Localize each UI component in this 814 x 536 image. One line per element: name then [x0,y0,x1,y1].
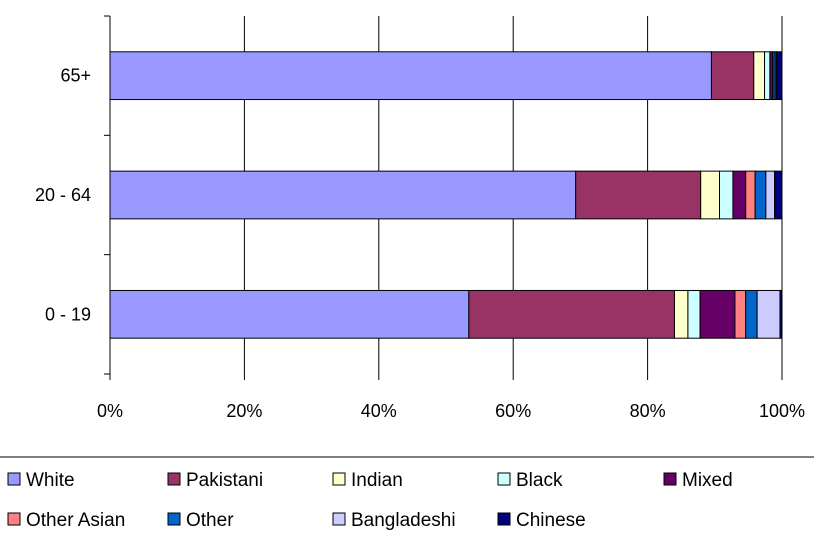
bar-segment [710,51,755,101]
legend-label: Mixed [682,470,733,491]
category-label: 20 - 64 [35,185,91,205]
bar-segment [745,289,758,339]
x-tick-label: 40% [361,401,397,421]
x-tick-label: 60% [495,401,531,421]
bar-segment [109,289,470,339]
legend-label: Chinese [516,510,586,531]
legend-swatch [497,512,511,526]
legend-swatch [497,472,511,486]
legend-label: Other [186,510,234,531]
legend-label: Pakistani [186,470,263,491]
legend-swatch [7,512,21,526]
bar-segment [719,170,734,220]
legend: White Pakistani Indian Black Mixed Other Asia… [0,456,814,531]
bar-segment [109,51,712,101]
bars [109,51,783,339]
legend-swatch [7,472,21,486]
category-label: 0 - 19 [45,304,91,324]
bar-segment [109,170,577,220]
bar-segment [779,289,783,339]
x-tick-label: 80% [630,401,666,421]
bar-segment [673,289,689,339]
legend-swatch [332,472,346,486]
bar-segment [756,289,781,339]
bar-segment [765,170,776,220]
axes: 0% 20% 40% 60% 80% 100% 65+ 20 - 64 0 - 19 [35,15,805,421]
bar-segment [753,51,766,101]
bar-segment [687,289,701,339]
legend-label: Indian [351,470,403,491]
bar-segment [776,51,783,101]
x-tick-label: 20% [226,401,262,421]
legend-label: Black [516,470,563,491]
bar-segment [699,289,736,339]
legend-swatch [663,472,677,486]
category-label: 65+ [60,66,91,86]
legend-label: Bangladeshi [351,510,456,531]
bar-segment [575,170,702,220]
legend-label: Other Asian [26,510,125,531]
legend-swatch [167,512,181,526]
legend-swatch [332,512,346,526]
bar-segment [732,170,747,220]
legend-swatch [167,472,181,486]
bar-segment [774,170,783,220]
x-tick-label: 0% [97,401,123,421]
bar-segment [734,289,747,339]
bar-segment [745,170,756,220]
bar-segment [700,170,721,220]
bar-segment [764,51,771,101]
bar-segment [468,289,675,339]
bar-segment [754,170,767,220]
x-tick-label: 100% [759,401,805,421]
legend-label: White [26,470,75,491]
